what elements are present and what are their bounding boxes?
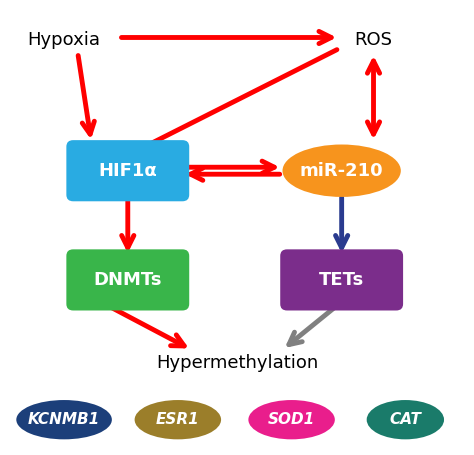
Text: Hypermethylation: Hypermethylation: [156, 354, 318, 372]
Text: ESR1: ESR1: [156, 412, 200, 427]
Text: CAT: CAT: [390, 412, 421, 427]
Text: KCNMB1: KCNMB1: [28, 412, 100, 427]
Text: Hypoxia: Hypoxia: [27, 30, 100, 49]
Ellipse shape: [248, 400, 335, 440]
Ellipse shape: [367, 400, 444, 440]
Text: TETs: TETs: [319, 271, 365, 289]
FancyBboxPatch shape: [280, 249, 403, 310]
Ellipse shape: [16, 400, 112, 440]
Text: SOD1: SOD1: [268, 412, 315, 427]
Ellipse shape: [283, 145, 401, 197]
Text: HIF1α: HIF1α: [99, 162, 157, 180]
Ellipse shape: [135, 400, 221, 440]
Text: miR-210: miR-210: [300, 162, 383, 180]
Text: ROS: ROS: [355, 30, 392, 49]
FancyBboxPatch shape: [66, 249, 189, 310]
FancyBboxPatch shape: [66, 140, 189, 201]
Text: DNMTs: DNMTs: [93, 271, 162, 289]
